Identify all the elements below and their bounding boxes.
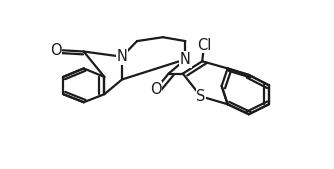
Text: N: N [180, 52, 191, 67]
Text: N: N [117, 49, 128, 64]
Text: S: S [196, 89, 206, 104]
Text: O: O [150, 82, 161, 97]
Text: Cl: Cl [197, 38, 211, 53]
Text: O: O [50, 43, 61, 58]
